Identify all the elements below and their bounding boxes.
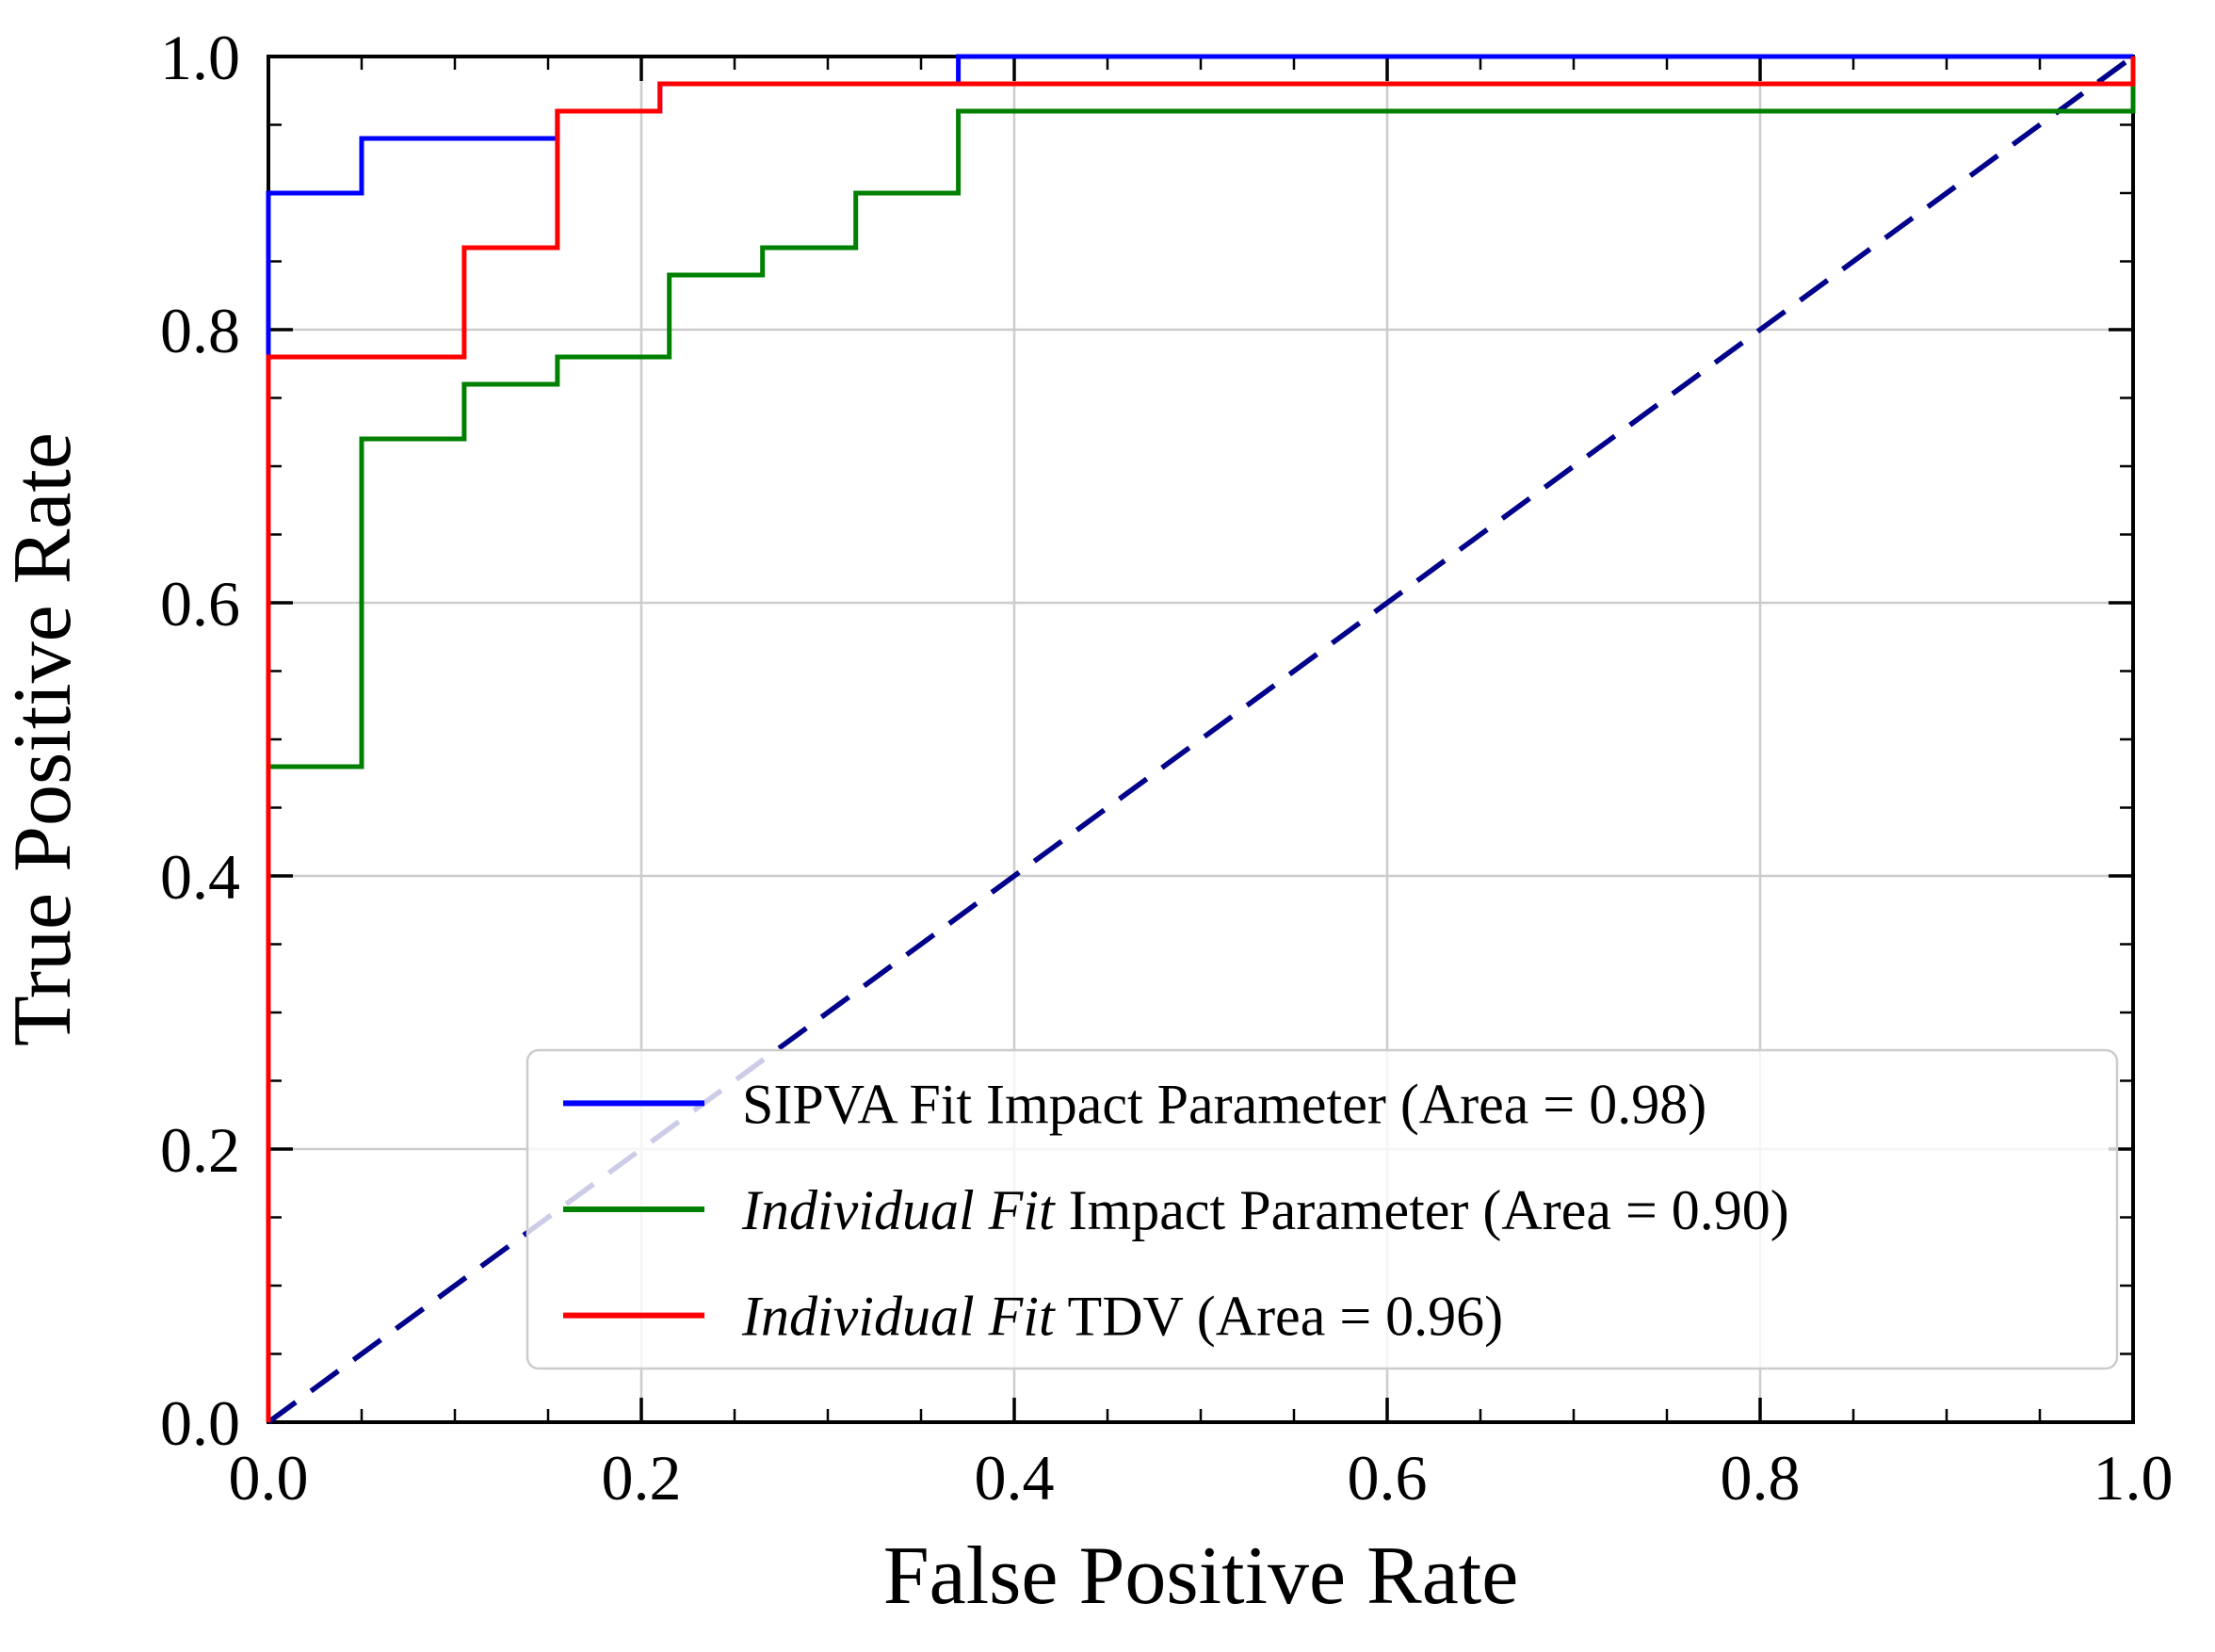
x-tick-label: 0.0	[229, 1442, 309, 1514]
y-tick-label: 0.0	[160, 1387, 240, 1459]
roc-curve-2	[266, 57, 2136, 1422]
x-tick-label: 0.2	[602, 1442, 682, 1514]
legend-label: Individual Fit TDV (Area = 0.96)	[741, 1286, 1503, 1348]
x-axis-label: False Positive Rate	[883, 1531, 1519, 1622]
x-tick-label: 1.0	[2094, 1442, 2174, 1514]
legend-label: SIPVA Fit Impact Parameter (Area = 0.98)	[742, 1073, 1706, 1135]
legend-label: Individual Fit Impact Parameter (Area = …	[741, 1179, 1789, 1241]
x-tick-label: 0.8	[1721, 1442, 1801, 1514]
y-tick-label: 0.2	[160, 1114, 240, 1186]
y-tick-label: 0.6	[160, 568, 240, 640]
y-tick-label: 0.8	[160, 295, 240, 366]
legend-box	[525, 1048, 2119, 1370]
y-tick-label: 1.0	[160, 22, 240, 93]
x-tick-label: 0.4	[975, 1442, 1055, 1514]
y-tick-label: 0.4	[160, 841, 240, 913]
x-tick-label: 0.6	[1348, 1442, 1428, 1514]
y-axis-label: True Positive Rate	[0, 432, 89, 1046]
roc-curve-3	[266, 57, 2136, 1422]
